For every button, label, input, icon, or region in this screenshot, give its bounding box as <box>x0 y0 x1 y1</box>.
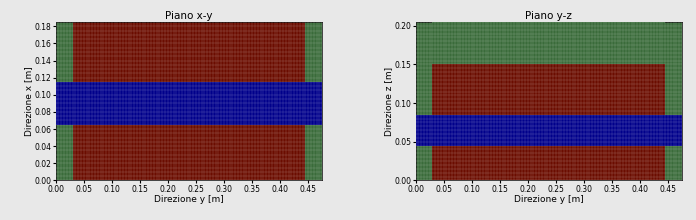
Y-axis label: Direzione x [m]: Direzione x [m] <box>24 66 33 136</box>
Bar <box>432 64 665 180</box>
Title: Piano x-y: Piano x-y <box>165 11 213 21</box>
X-axis label: Direzione y [m]: Direzione y [m] <box>154 195 224 204</box>
Y-axis label: Direzione z [m]: Direzione z [m] <box>384 67 393 136</box>
Bar <box>56 82 322 125</box>
Title: Piano y-z: Piano y-z <box>525 11 572 21</box>
Bar <box>432 22 665 64</box>
Bar <box>416 115 682 146</box>
Bar <box>72 22 306 180</box>
X-axis label: Direzione y [m]: Direzione y [m] <box>514 195 584 204</box>
